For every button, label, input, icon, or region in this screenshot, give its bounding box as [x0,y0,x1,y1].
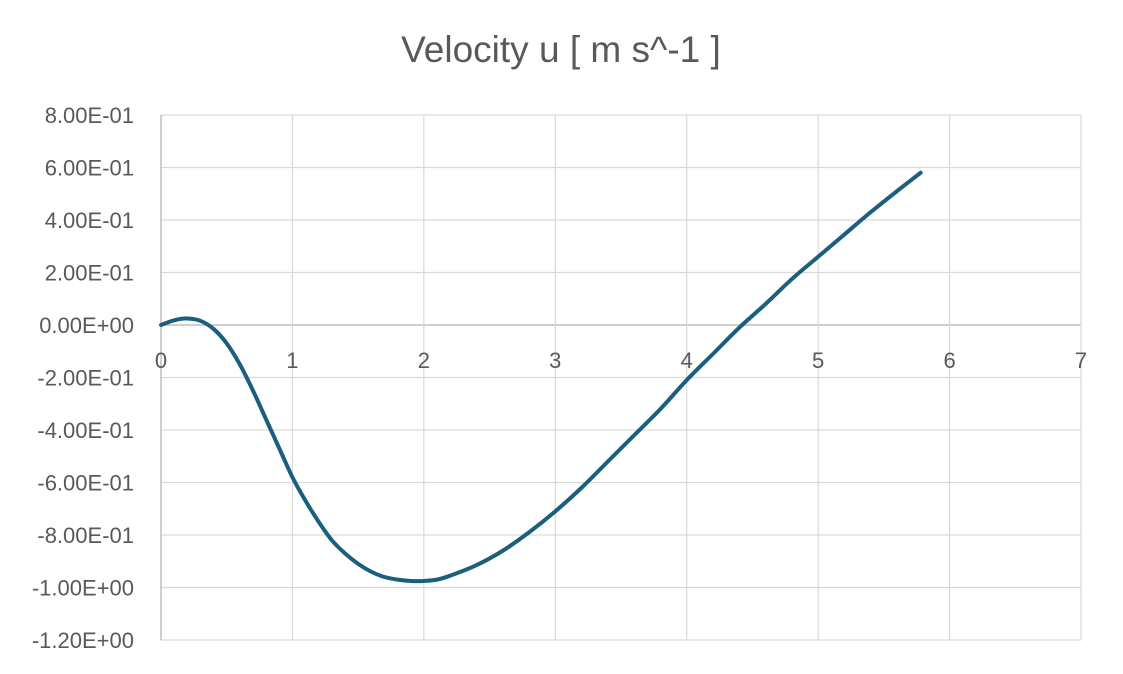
x-tick-label: 3 [549,348,561,373]
y-tick-label: -6.00E-01 [37,471,134,496]
y-tick-label: 6.00E-01 [45,156,134,181]
y-axis-tick-labels: 8.00E-01 6.00E-01 4.00E-01 2.00E-01 0.00E+00… [32,103,134,653]
x-tick-label: 1 [286,348,298,373]
y-tick-label: 4.00E-01 [45,208,134,233]
x-tick-label: 6 [943,348,955,373]
series-group [159,170,923,584]
y-tick-label: 0.00E+00 [39,313,134,338]
y-tick-label: -2.00E-01 [37,366,134,391]
x-tick-label: 2 [418,348,430,373]
x-tick-label: 5 [812,348,824,373]
y-tick-label: 8.00E-01 [45,103,134,128]
x-tick-label: 4 [681,348,693,373]
y-tick-label: -1.00E+00 [32,576,134,601]
grid [160,114,1082,641]
y-tick-label: -8.00E-01 [37,523,134,548]
y-tick-label: -1.20E+00 [32,628,134,653]
x-axis-tick-labels: 0 1 2 3 4 5 6 7 [155,348,1087,373]
y-tick-label: -4.00E-01 [37,418,134,443]
series-line [159,170,923,584]
x-tick-label: 0 [155,348,167,373]
y-tick-label: 2.00E-01 [45,261,134,286]
x-tick-label: 7 [1075,348,1087,373]
chart-title: Velocity u [ m s^-1 ] [401,29,721,70]
